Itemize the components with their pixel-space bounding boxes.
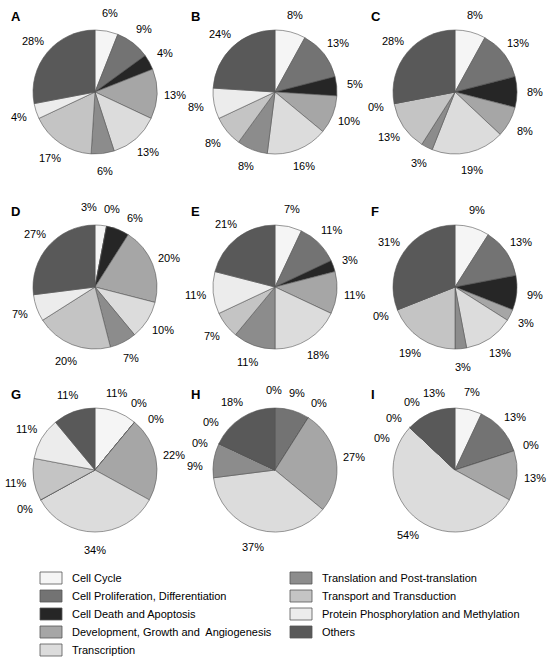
svg-text:28%: 28% — [382, 35, 404, 47]
svg-text:13%: 13% — [510, 236, 532, 248]
svg-text:Transport and Transduction: Transport and Transduction — [322, 590, 456, 602]
svg-text:A: A — [11, 9, 21, 24]
svg-text:13%: 13% — [489, 347, 511, 359]
svg-text:8%: 8% — [188, 101, 204, 113]
svg-text:11%: 11% — [237, 356, 258, 368]
svg-text:13%: 13% — [524, 472, 546, 484]
svg-text:H: H — [191, 387, 200, 402]
svg-text:4%: 4% — [11, 111, 27, 123]
svg-text:Others: Others — [322, 626, 356, 638]
svg-text:0%: 0% — [17, 503, 33, 515]
svg-text:11%: 11% — [5, 477, 26, 489]
svg-text:37%: 37% — [242, 541, 264, 553]
svg-text:11%: 11% — [185, 289, 206, 301]
svg-text:7%: 7% — [204, 330, 220, 342]
svg-text:5%: 5% — [347, 78, 363, 90]
svg-text:13%: 13% — [327, 37, 349, 49]
svg-text:8%: 8% — [527, 86, 543, 98]
svg-text:I: I — [371, 387, 375, 402]
svg-text:27%: 27% — [343, 451, 365, 463]
svg-text:11%: 11% — [16, 423, 37, 435]
svg-text:F: F — [371, 204, 379, 219]
svg-text:7%: 7% — [284, 203, 300, 215]
svg-text:13%: 13% — [504, 411, 526, 423]
svg-text:B: B — [191, 9, 200, 24]
svg-text:8%: 8% — [238, 160, 254, 172]
svg-text:0%: 0% — [374, 432, 390, 444]
svg-text:7%: 7% — [464, 386, 480, 398]
svg-text:7%: 7% — [12, 308, 28, 320]
svg-text:3%: 3% — [455, 361, 471, 373]
svg-text:0%: 0% — [203, 416, 219, 428]
svg-text:0%: 0% — [131, 397, 147, 409]
svg-text:Transcription: Transcription — [72, 644, 135, 656]
svg-text:13%: 13% — [507, 37, 529, 49]
svg-text:4%: 4% — [157, 47, 173, 59]
svg-text:9%: 9% — [289, 387, 305, 399]
svg-text:D: D — [11, 204, 20, 219]
svg-text:Development, Growth and Angio: Development, Growth and Angiogenesis — [72, 626, 272, 638]
svg-text:3%: 3% — [342, 254, 358, 266]
svg-text:0%: 0% — [368, 101, 384, 113]
svg-text:G: G — [11, 387, 21, 402]
svg-text:18%: 18% — [307, 349, 329, 361]
svg-text:20%: 20% — [55, 355, 77, 367]
svg-text:19%: 19% — [399, 347, 421, 359]
svg-text:9%: 9% — [136, 23, 152, 35]
svg-text:8%: 8% — [517, 125, 533, 137]
svg-text:13%: 13% — [423, 387, 445, 399]
svg-text:Cell Cycle: Cell Cycle — [72, 572, 122, 584]
svg-text:3%: 3% — [411, 157, 427, 169]
svg-text:0%: 0% — [373, 310, 389, 322]
svg-text:3%: 3% — [81, 201, 97, 213]
svg-text:54%: 54% — [397, 529, 419, 541]
svg-text:0%: 0% — [266, 384, 282, 396]
svg-text:21%: 21% — [215, 218, 237, 230]
svg-text:20%: 20% — [158, 252, 180, 264]
svg-text:Protein Phosphorylation and Me: Protein Phosphorylation and Methylation — [322, 608, 520, 620]
svg-text:13%: 13% — [378, 131, 400, 143]
svg-text:13%: 13% — [137, 146, 159, 158]
svg-text:11%: 11% — [106, 387, 127, 399]
svg-text:18%: 18% — [221, 396, 243, 408]
svg-text:0%: 0% — [386, 412, 402, 424]
svg-text:28%: 28% — [22, 35, 44, 47]
svg-text:Cell Proliferation, Differenti: Cell Proliferation, Differentiation — [72, 590, 226, 602]
svg-text:0%: 0% — [148, 413, 164, 425]
svg-text:Translation and Post-translati: Translation and Post-translation — [322, 572, 477, 584]
svg-text:8%: 8% — [287, 9, 303, 21]
svg-text:Cell Death and Apoptosis: Cell Death and Apoptosis — [72, 608, 196, 620]
svg-text:6%: 6% — [102, 7, 118, 19]
svg-text:24%: 24% — [209, 28, 231, 40]
svg-text:10%: 10% — [152, 324, 174, 336]
svg-text:27%: 27% — [24, 228, 46, 240]
svg-text:9%: 9% — [469, 204, 485, 216]
svg-text:11%: 11% — [321, 224, 342, 236]
svg-text:22%: 22% — [163, 449, 185, 461]
svg-text:6%: 6% — [127, 212, 143, 224]
svg-text:0%: 0% — [523, 439, 539, 451]
svg-text:0%: 0% — [104, 203, 120, 215]
svg-text:10%: 10% — [338, 115, 360, 127]
svg-text:34%: 34% — [84, 544, 106, 556]
svg-text:16%: 16% — [293, 160, 315, 172]
svg-text:0%: 0% — [311, 397, 327, 409]
svg-text:9%: 9% — [527, 289, 543, 301]
svg-text:6%: 6% — [97, 165, 113, 177]
svg-text:C: C — [371, 9, 381, 24]
svg-text:E: E — [191, 204, 200, 219]
svg-text:8%: 8% — [467, 9, 483, 21]
svg-text:3%: 3% — [518, 317, 534, 329]
svg-text:11%: 11% — [344, 289, 365, 301]
svg-text:31%: 31% — [378, 236, 400, 248]
svg-text:9%: 9% — [187, 460, 203, 472]
svg-text:0%: 0% — [404, 396, 420, 408]
svg-text:17%: 17% — [39, 152, 61, 164]
svg-text:8%: 8% — [205, 137, 221, 149]
svg-text:19%: 19% — [461, 164, 483, 176]
svg-text:11%: 11% — [57, 389, 78, 401]
svg-text:7%: 7% — [123, 352, 139, 364]
svg-text:13%: 13% — [164, 89, 186, 101]
svg-text:0%: 0% — [192, 437, 208, 449]
